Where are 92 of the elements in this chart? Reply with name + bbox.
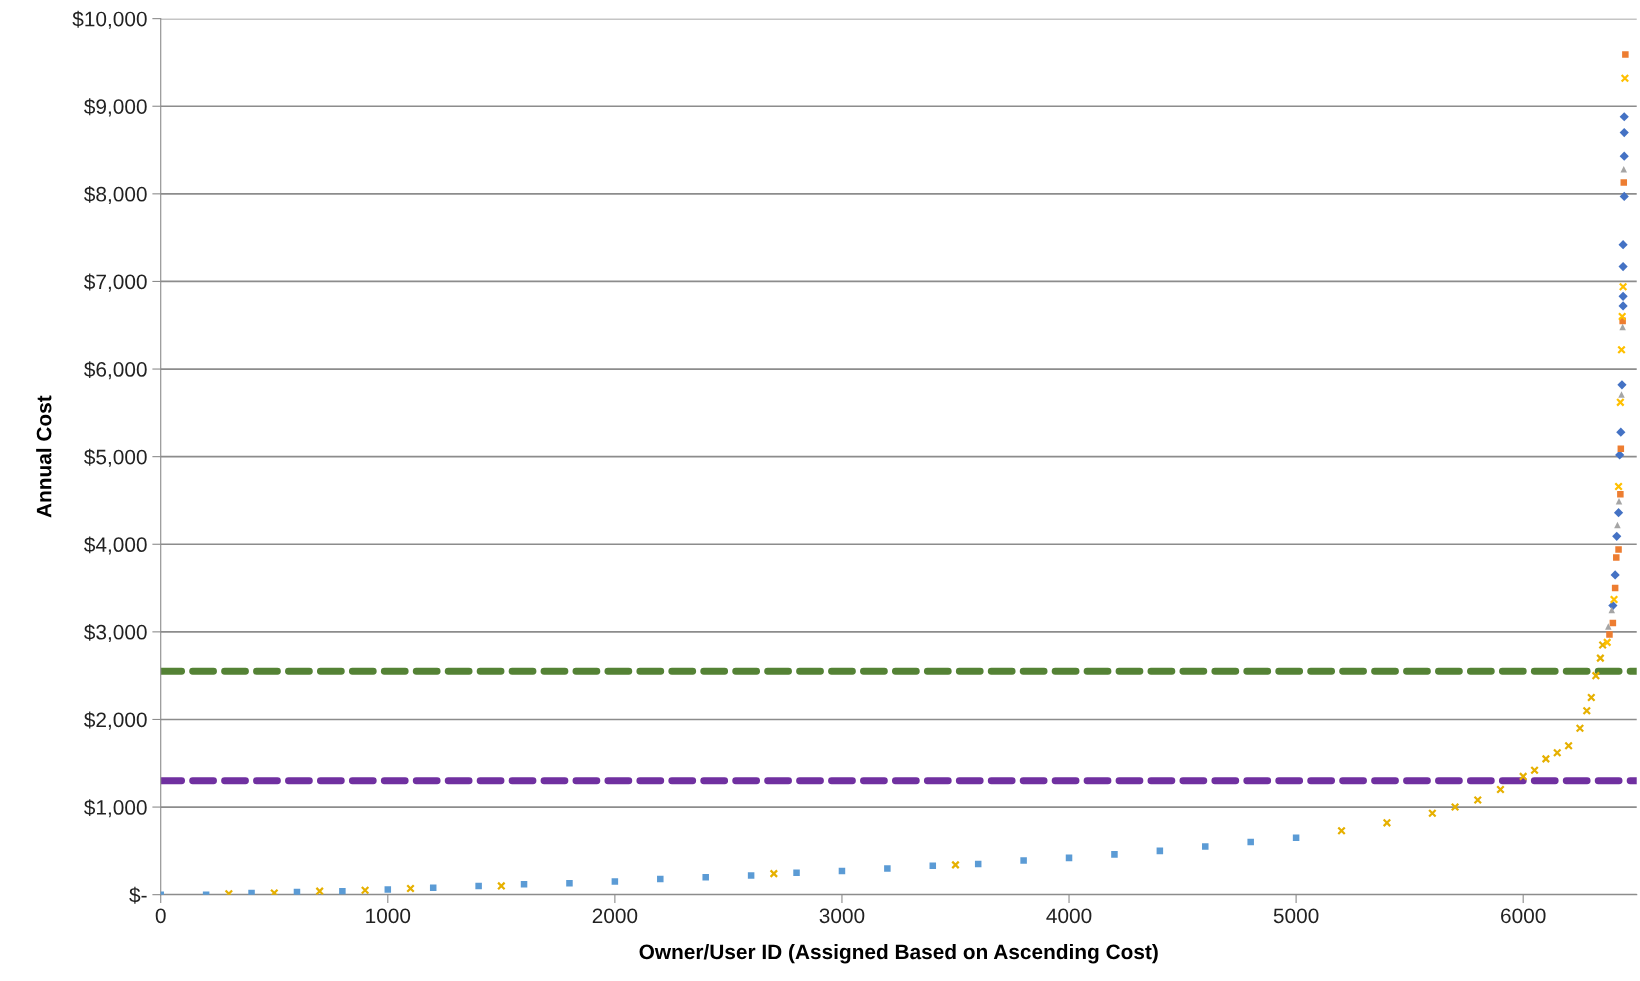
- x-tick-label: 1000: [366, 908, 411, 924]
- x-tick-label: 0: [155, 908, 166, 924]
- point: [1619, 323, 1626, 331]
- y-tick-label: $1,000: [84, 799, 147, 818]
- point: [611, 878, 619, 885]
- point: [1575, 723, 1585, 733]
- point: [1619, 112, 1629, 122]
- point: [1619, 151, 1629, 161]
- point: [1609, 595, 1619, 604]
- point: [1620, 166, 1628, 173]
- x-tick-label: 6000: [1501, 908, 1546, 924]
- y-tick-label: $9,000: [84, 98, 147, 117]
- point: [1618, 301, 1628, 311]
- point: [1564, 741, 1573, 751]
- point: [406, 884, 415, 893]
- x-axis-title: Owner/User ID (Assigned Based on Ascending Cost): [639, 943, 1158, 964]
- point: [1247, 838, 1254, 846]
- point: [1582, 706, 1592, 716]
- point: [1617, 491, 1624, 498]
- x-tick-label: 2000: [592, 908, 638, 924]
- point: [360, 885, 370, 895]
- point: [1617, 345, 1626, 355]
- point: [1617, 380, 1627, 390]
- point: [1616, 397, 1625, 407]
- point: [1613, 554, 1620, 561]
- point: [1496, 785, 1505, 794]
- point: [884, 865, 891, 872]
- point: [1450, 802, 1460, 812]
- point: [1020, 857, 1027, 864]
- point: [793, 869, 800, 877]
- point: [1605, 623, 1612, 630]
- point: [566, 880, 573, 887]
- point: [1337, 826, 1346, 836]
- point: [1552, 748, 1562, 758]
- point: [747, 872, 755, 879]
- y-tick-label: $10,000: [72, 10, 147, 29]
- point: [1608, 606, 1615, 614]
- point: [1530, 765, 1539, 775]
- point: [657, 875, 664, 883]
- point: [1619, 191, 1629, 202]
- point: [1620, 179, 1628, 186]
- point: [1518, 772, 1528, 781]
- point: [1622, 51, 1629, 58]
- point: [1292, 834, 1300, 841]
- point: [769, 869, 779, 879]
- y-tick-label: $8,000: [84, 185, 147, 205]
- y-tick-label: $7,000: [84, 273, 147, 292]
- point: [384, 886, 392, 893]
- point: [1613, 508, 1624, 518]
- point: [1473, 795, 1483, 805]
- point: [1618, 240, 1628, 250]
- point: [315, 886, 325, 895]
- y-tick-label: $3,000: [84, 623, 147, 643]
- point: [1618, 391, 1625, 398]
- x-tick-label: 4000: [1046, 908, 1092, 924]
- point: [1615, 498, 1623, 505]
- point: [1610, 570, 1620, 580]
- point: [1619, 127, 1629, 138]
- point: [1586, 693, 1596, 702]
- y-tick-label: $4,000: [84, 536, 147, 555]
- point: [1618, 282, 1628, 292]
- x-tick-label: 5000: [1273, 908, 1319, 924]
- y-tick-label: $6,000: [84, 361, 147, 380]
- y-tick-label: $2,000: [84, 711, 147, 730]
- point: [1202, 843, 1209, 850]
- point: [1382, 818, 1392, 828]
- point: [496, 881, 506, 891]
- point: [1617, 312, 1627, 321]
- point: [1614, 482, 1623, 491]
- point: [429, 884, 437, 891]
- point: [1616, 427, 1626, 437]
- point: [1541, 754, 1551, 764]
- point: [1620, 73, 1630, 83]
- point: [1111, 851, 1118, 858]
- point: [702, 873, 709, 881]
- point: [1596, 653, 1605, 663]
- y-tick-label: $5,000: [84, 448, 147, 467]
- point: [951, 860, 960, 870]
- point: [1598, 640, 1608, 650]
- point: [339, 887, 346, 895]
- point: [1602, 638, 1612, 647]
- point: [1591, 671, 1601, 681]
- point: [1606, 631, 1613, 638]
- point: [1612, 531, 1622, 541]
- point: [1615, 546, 1622, 553]
- y-tick-label: $-: [129, 886, 147, 904]
- x-tick-label: 3000: [819, 908, 865, 924]
- point: [1427, 808, 1437, 818]
- point: [475, 882, 482, 890]
- point: [1618, 261, 1628, 272]
- point: [1618, 291, 1628, 301]
- y-axis-title: Annual Cost: [36, 395, 52, 518]
